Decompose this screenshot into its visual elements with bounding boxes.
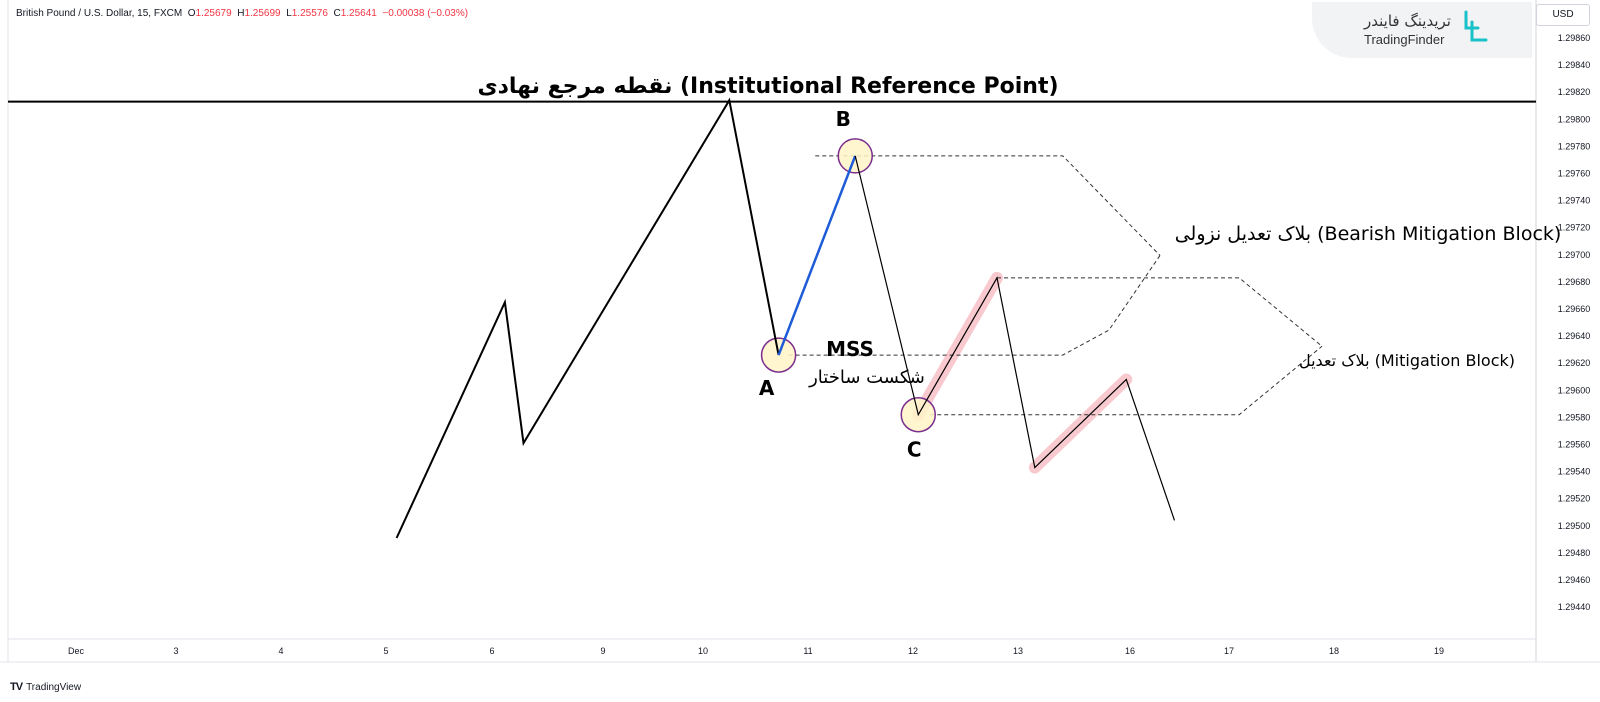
tradingfinder-watermark: تریدینگ فایندر TradingFinder [1312,2,1532,58]
bearish-mitigation-block-label: بلاک تعدیل نزولی (Bearish Mitigation Blo… [1175,223,1562,245]
high-label: H [237,8,245,19]
currency-button[interactable]: USD [1536,4,1590,26]
symbol-name: British Pound / U.S. Dollar, 15, FXCM [16,8,183,19]
price-tick-label: 1.29640 [1558,331,1591,341]
tradingview-footer[interactable]: TV TradingView [10,681,81,693]
price-tick-label: 1.29780 [1558,141,1591,151]
time-tick-label: Dec [68,646,85,656]
institutional-reference-label: نقطه مرجع نهادی (Institutional Reference… [477,74,1058,99]
time-tick-label: 17 [1224,646,1234,656]
watermark-english-text: TradingFinder [1364,32,1445,47]
time-tick-label: 3 [173,646,178,656]
high-value: 1.25699 [244,8,281,19]
price-swing-line [395,97,780,539]
price-tick-label: 1.29440 [1558,602,1591,612]
point-a-label: A [759,376,775,400]
price-tick-label: 1.29500 [1558,521,1591,531]
time-tick-label: 5 [383,646,388,656]
tradingview-brand: TradingView [26,681,82,693]
open-value: 1.25679 [195,8,232,19]
price-tick-label: 1.29680 [1558,277,1591,287]
price-axis[interactable]: 1.29860 1.29840 1.29820 1.29800 1.29780 1.297… [1558,33,1591,612]
price-tick-label: 1.29560 [1558,440,1591,450]
time-tick-label: 16 [1125,646,1135,656]
low-value: 1.25576 [291,8,328,19]
time-tick-label: 11 [803,646,812,656]
tradingfinder-logo-icon [1464,10,1488,42]
mss-label: MSS [826,337,874,361]
close-label: C [333,8,341,19]
price-tick-label: 1.29860 [1558,33,1591,43]
series-layer [395,97,1176,539]
tradingview-logo-icon: TV [10,681,23,693]
price-tick-label: 1.29720 [1558,223,1591,233]
mss-persian-label: شکست ساختار [808,367,925,388]
mitigation-block-bottom-dashed [930,345,1323,416]
point-c-label: C [907,438,922,462]
price-tick-label: 1.29460 [1558,575,1591,585]
point-b-label: B [836,107,851,131]
price-tick-label: 1.29600 [1558,385,1591,395]
change-value: −0.00038 (−0.03%) [382,8,469,19]
price-tick-label: 1.29820 [1558,87,1591,97]
symbol-header: British Pound / U.S. Dollar, 15, FXCM O1… [16,8,468,19]
highlight-layer [912,271,1133,474]
price-tick-label: 1.29760 [1558,169,1591,179]
open-label: O [187,8,196,19]
price-tick-label: 1.29740 [1558,196,1591,206]
time-axis[interactable]: Dec 3 4 5 6 9 10 11 12 13 16 17 18 19 [68,646,1444,656]
price-tick-label: 1.29580 [1558,412,1591,422]
price-tick-label: 1.29480 [1558,548,1591,558]
mitigation-block-label: بلاک تعدیل (Mitigation Block) [1299,351,1515,370]
time-tick-label: 19 [1434,646,1444,656]
watermark-persian-text: تریدینگ فایندر [1364,12,1451,30]
price-tick-label: 1.29800 [1558,114,1591,124]
low-label: L [286,8,292,19]
bearish-block-top-dashed [815,155,1161,256]
impulse-leg-line [777,155,857,356]
point-markers: A B C [759,107,936,462]
price-tick-label: 1.29520 [1558,494,1591,504]
time-tick-label: 6 [489,646,494,656]
mitigation-block-top-dashed [997,277,1323,347]
time-tick-label: 9 [600,646,605,656]
time-tick-label: 18 [1329,646,1339,656]
point-b-marker [837,138,873,174]
time-tick-label: 10 [698,646,708,656]
price-tick-label: 1.29660 [1558,304,1591,314]
price-tick-label: 1.29700 [1558,250,1591,260]
price-tick-label: 1.29540 [1558,467,1591,477]
price-tick-label: 1.29620 [1558,358,1591,368]
mss-dashed-line [788,255,1161,356]
price-tick-label: 1.29840 [1558,60,1591,70]
time-tick-label: 13 [1013,646,1023,656]
price-continuation-line [854,155,1176,521]
close-value: 1.25641 [340,8,377,19]
time-tick-label: 4 [278,646,283,656]
time-tick-label: 12 [908,646,918,656]
block-outlines [788,155,1323,416]
